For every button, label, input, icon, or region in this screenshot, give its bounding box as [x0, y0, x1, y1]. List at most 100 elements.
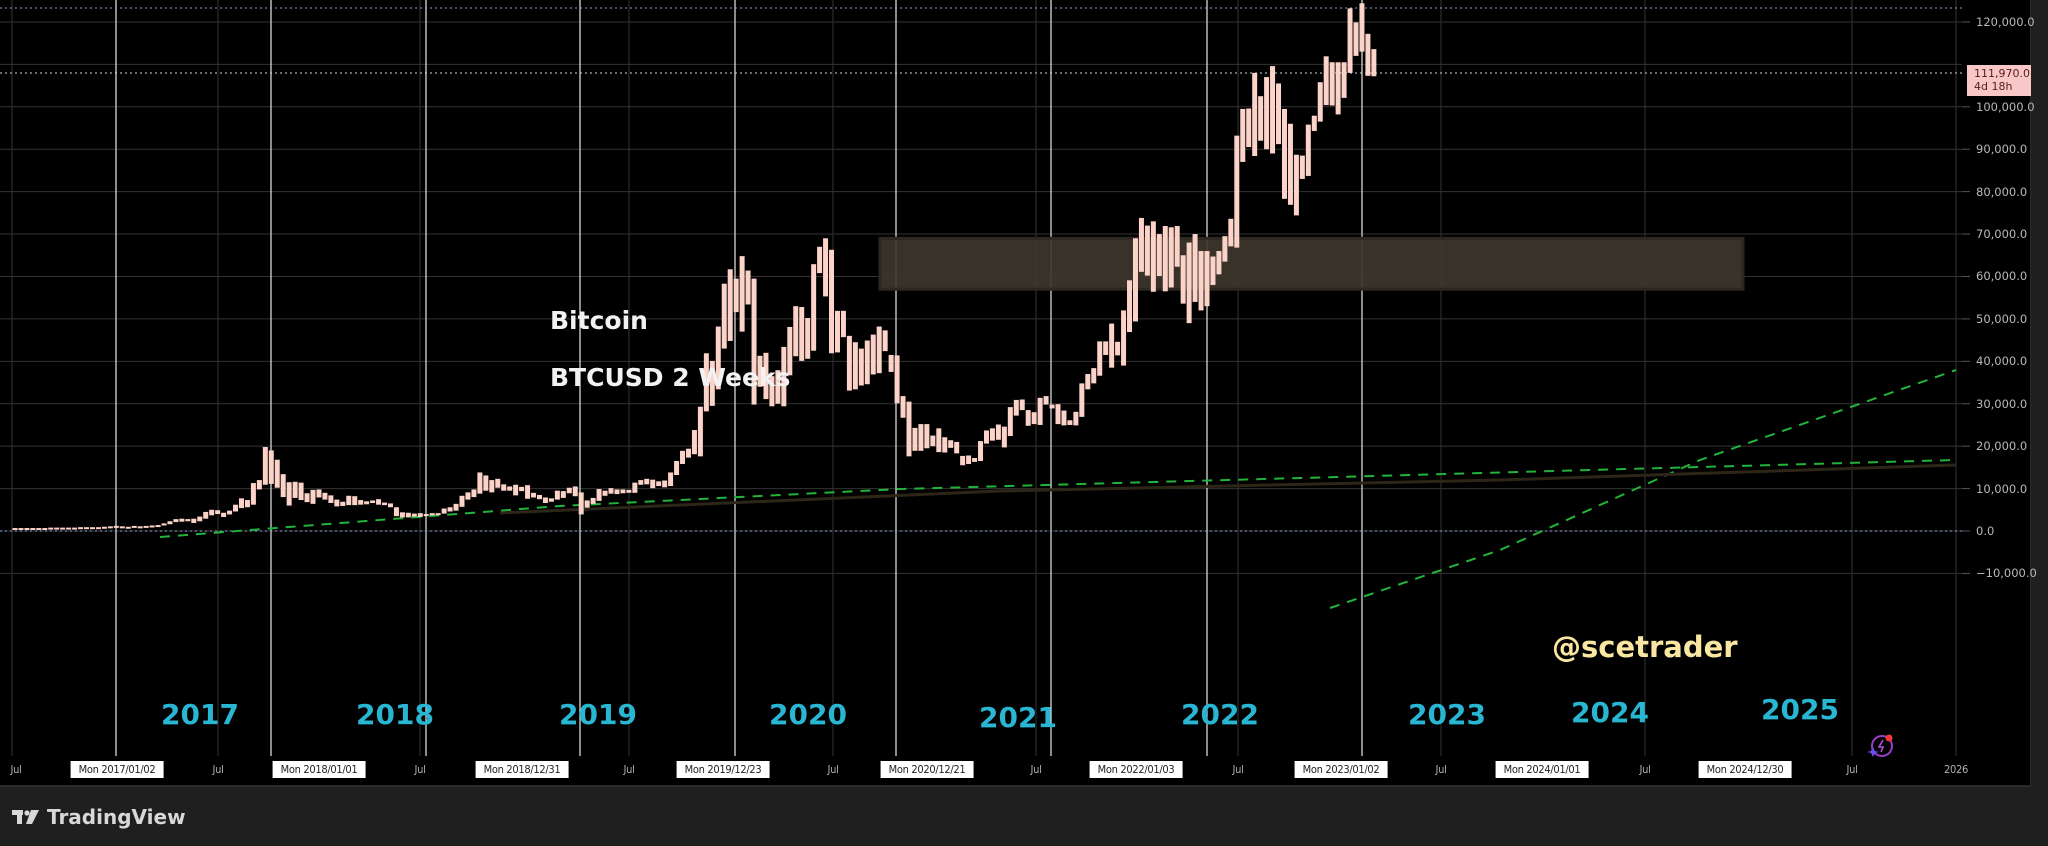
faint-long-term-line — [499, 463, 1957, 515]
price-bar — [1210, 256, 1216, 285]
price-bar — [608, 488, 614, 494]
price-bar — [78, 527, 84, 530]
price-bar — [870, 334, 876, 375]
price-bar — [1115, 341, 1121, 356]
price-bar — [584, 500, 590, 508]
price-bar — [274, 459, 280, 488]
price-bar — [924, 424, 930, 449]
price-bar — [441, 508, 447, 514]
price-bar — [429, 513, 435, 516]
price-bar — [685, 448, 691, 458]
time-crosshair-label: Mon 2024/12/30 — [1698, 761, 1792, 778]
price-bar — [787, 326, 793, 376]
price-bar — [1138, 217, 1144, 272]
price-bar — [1103, 341, 1109, 355]
price-bar — [1150, 221, 1156, 292]
price-bar — [244, 500, 250, 508]
price-bar — [1168, 227, 1174, 288]
price-bar — [644, 478, 650, 485]
price-bar — [1276, 83, 1282, 145]
price-bar — [298, 482, 304, 501]
price-bar — [1043, 396, 1049, 405]
price-bar — [30, 528, 36, 531]
chart-subtitle: BTCUSD 2 Weeks — [550, 363, 791, 392]
price-tick-label: 80,000.0 — [1976, 184, 2028, 199]
time-crosshair-label: Mon 2018/12/31 — [475, 761, 569, 778]
price-bar — [1299, 155, 1305, 179]
price-bar — [1061, 410, 1067, 426]
chart-title: Bitcoin — [550, 306, 648, 335]
price-plot[interactable] — [0, 0, 2030, 785]
price-bar — [751, 278, 757, 405]
price-bar — [113, 525, 119, 528]
year-label: 2022 — [1181, 698, 1259, 731]
price-bar — [882, 330, 888, 352]
bar-countdown: 4d 18h — [1974, 80, 2013, 93]
price-bar — [519, 486, 525, 492]
price-bar — [763, 352, 769, 400]
price-tick-label: 40,000.0 — [1976, 354, 2028, 369]
price-bar — [215, 510, 221, 515]
price-bar — [256, 480, 262, 490]
price-tick-label: 70,000.0 — [1976, 227, 2028, 242]
lightning-icon — [1877, 739, 1885, 753]
time-tick-label: Jul — [10, 763, 22, 776]
time-tick-label: Jul — [1435, 763, 1447, 776]
price-tick-label: 30,000.0 — [1976, 396, 2028, 411]
price-bar — [1222, 236, 1228, 262]
tradingview-logo[interactable]: TradingView — [12, 805, 186, 829]
price-bar — [1156, 234, 1162, 277]
price-bar — [72, 527, 78, 530]
price-bar — [137, 526, 143, 529]
price-bar — [465, 492, 471, 500]
replay-icon — [1871, 735, 1893, 757]
price-tick-label: 90,000.0 — [1976, 142, 2028, 157]
price-bar — [477, 472, 483, 494]
price-bar — [179, 518, 185, 522]
price-bar — [703, 353, 709, 412]
price-bar — [769, 376, 775, 407]
price-bar — [203, 511, 209, 519]
price-bar — [435, 513, 441, 516]
price-bar — [805, 318, 811, 359]
price-bar — [1025, 410, 1031, 426]
price-bar — [1234, 135, 1240, 248]
price-bar — [12, 528, 18, 531]
price-bar — [1347, 8, 1353, 73]
price-bar — [709, 360, 715, 406]
price-bar — [852, 342, 858, 390]
price-bar — [1132, 238, 1138, 322]
price-bar — [1186, 242, 1192, 324]
price-bar — [507, 486, 513, 491]
price-bar — [1281, 108, 1287, 199]
price-bar — [602, 490, 608, 496]
price-bar — [1055, 404, 1061, 425]
price-bar — [1174, 226, 1180, 267]
price-bar — [1144, 225, 1150, 276]
price-bar — [334, 499, 340, 507]
price-bar — [620, 489, 626, 494]
price-bar — [1127, 280, 1133, 333]
price-bar — [745, 270, 751, 305]
price-bar — [1293, 154, 1299, 216]
price-bar — [1365, 33, 1371, 76]
price-tick-label: 0.0 — [1976, 524, 1995, 538]
price-bar — [286, 482, 292, 506]
time-crosshair-label: Mon 2017/01/02 — [70, 761, 164, 778]
price-tick-label: 10,000.0 — [1976, 481, 2028, 496]
price-bar — [1198, 251, 1204, 311]
price-bar — [733, 278, 739, 313]
price-tick-label: 60,000.0 — [1976, 269, 2028, 284]
price-bar — [417, 513, 423, 518]
year-label: 2017 — [161, 698, 239, 731]
price-bar — [656, 481, 662, 487]
price-bar — [793, 306, 799, 357]
price-bar — [858, 348, 864, 386]
price-bar — [238, 498, 244, 509]
time-crosshair-label: Mon 2022/01/03 — [1089, 761, 1183, 778]
price-bar — [1228, 218, 1234, 247]
chart-pane[interactable]: Bitcoin BTCUSD 2 Weeks @scetrader 2017 20… — [0, 0, 2037, 787]
price-bar — [840, 310, 846, 338]
price-bar — [1258, 96, 1264, 141]
time-crosshair-label: Mon 2019/12/23 — [676, 761, 770, 778]
